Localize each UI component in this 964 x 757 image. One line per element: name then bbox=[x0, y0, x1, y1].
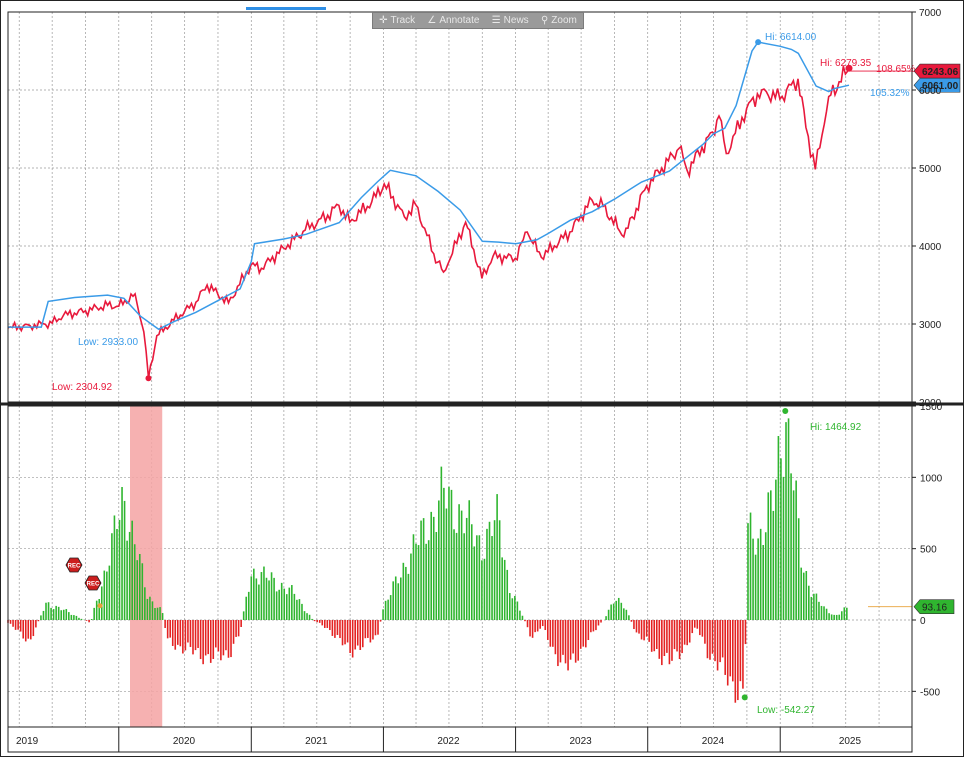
y-tick-label-lower: 1500 bbox=[920, 402, 943, 413]
bar-low-label: Low: -542.27 bbox=[757, 705, 815, 716]
news-button[interactable]: ☰ News bbox=[492, 15, 529, 26]
track-button[interactable]: ✛ Track bbox=[379, 15, 415, 26]
upper-panel-frame bbox=[7, 11, 913, 403]
bar-low-marker bbox=[741, 694, 748, 701]
y-tick-label-upper: 5000 bbox=[919, 164, 942, 175]
small-event-marker bbox=[97, 603, 103, 609]
pencil-icon: ∠ bbox=[427, 14, 437, 26]
news-button-label: News bbox=[503, 15, 529, 26]
price-last-value-tag: 6243.06 bbox=[913, 63, 961, 79]
price-last-value-tag-shape bbox=[913, 63, 961, 79]
x-year-label: 2024 bbox=[702, 736, 725, 747]
recession-marker-shape bbox=[65, 557, 83, 573]
recession-marker: REC bbox=[84, 575, 102, 591]
grid-lines bbox=[8, 11, 912, 727]
x-year-label: 2019 bbox=[16, 736, 39, 747]
price-hi-marker bbox=[845, 64, 853, 72]
bar-hi-label: Hi: 1464.92 bbox=[810, 422, 862, 433]
crosshair-icon: ✛ bbox=[379, 14, 388, 26]
y-tick-label-lower: 0 bbox=[920, 616, 926, 627]
y-tick-label-lower: 500 bbox=[920, 545, 937, 556]
recession-marker-text: REC bbox=[87, 582, 100, 588]
average-change-label: 105.32% bbox=[870, 88, 910, 99]
recession-marker-text: REC bbox=[68, 564, 81, 570]
x-year-label: 2025 bbox=[839, 736, 862, 747]
bar-last-value-tag-text: 93.16 bbox=[922, 603, 947, 614]
bar-last-value-tag: 93.16 bbox=[913, 599, 955, 615]
x-year-label: 2022 bbox=[437, 736, 460, 747]
price-change-label: 108.65% bbox=[876, 64, 916, 75]
zoom-button[interactable]: ⚲ Zoom bbox=[541, 15, 577, 26]
axes: 6243.066061.0093.16200030004000500060007… bbox=[16, 8, 961, 752]
average-last-value-tag-shape bbox=[913, 77, 961, 93]
y-tick-label-lower: -500 bbox=[920, 687, 940, 698]
recession-marker-shape bbox=[84, 575, 102, 591]
average-hi-marker bbox=[755, 39, 762, 46]
average-low-label: Low: 2933.00 bbox=[78, 337, 138, 348]
y-tick-label-upper: 4000 bbox=[919, 242, 942, 253]
recession-marker: REC bbox=[65, 557, 83, 573]
chart-toolbar: ✛ Track ∠ Annotate ☰ News ⚲ Zoom bbox=[372, 12, 584, 29]
bar-last-value-tag-shape bbox=[913, 599, 955, 615]
bar-hi-marker bbox=[782, 408, 789, 415]
line-series bbox=[7, 41, 850, 379]
annotate-button-label: Annotate bbox=[439, 15, 480, 26]
average-hi-label: Hi: 6614.00 bbox=[765, 32, 817, 43]
magnifier-icon: ⚲ bbox=[540, 14, 549, 26]
x-axis-frame bbox=[7, 726, 913, 753]
price-low-label: Low: 2304.92 bbox=[52, 382, 112, 393]
top-accent-strip bbox=[246, 7, 326, 10]
bar-series bbox=[7, 418, 848, 703]
x-year-label: 2023 bbox=[569, 736, 592, 747]
zoom-button-label: Zoom bbox=[551, 15, 577, 26]
annotations: Low: 2304.92 Low: 2933.00 Hi: 6614.00 Hi: 6… bbox=[52, 32, 916, 716]
x-year-label: 2021 bbox=[305, 736, 328, 747]
y-tick-label-upper: 6000 bbox=[919, 86, 942, 97]
y-tick-label-upper: 2000 bbox=[919, 398, 942, 409]
price-hi-label: Hi: 6279.35 bbox=[820, 58, 872, 69]
y-tick-label-upper: 7000 bbox=[919, 8, 942, 19]
price-last-value-tag-text: 6243.06 bbox=[922, 67, 959, 78]
y-tick-label-lower: 1000 bbox=[920, 473, 943, 484]
average-last-value-tag: 6061.00 bbox=[913, 77, 961, 93]
average-series-line bbox=[8, 41, 850, 331]
y-tick-label-upper: 3000 bbox=[919, 320, 942, 331]
price-low-marker bbox=[145, 375, 152, 382]
annotate-button[interactable]: ∠ Annotate bbox=[427, 15, 479, 26]
track-button-label: Track bbox=[390, 15, 416, 26]
average-last-value-tag-text: 6061.00 bbox=[922, 81, 959, 92]
news-icon: ☰ bbox=[491, 14, 501, 26]
price-series-line bbox=[7, 65, 850, 379]
x-year-label: 2020 bbox=[173, 736, 196, 747]
